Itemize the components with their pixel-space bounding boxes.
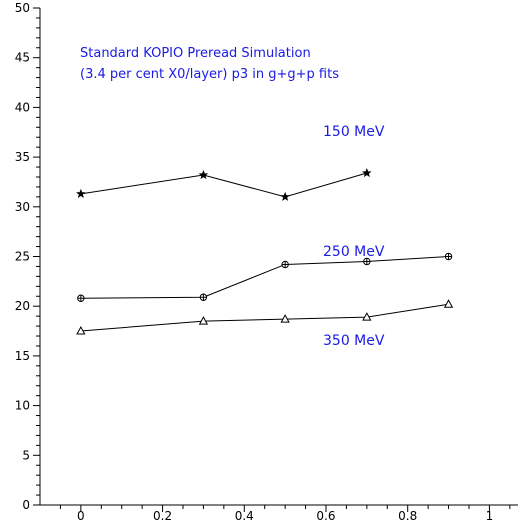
annotation-line-2: (3.4 per cent X0/layer) p3 in g+g+p fits	[80, 67, 339, 82]
y-tick-label: 50	[15, 1, 30, 15]
series-350-mev	[77, 300, 452, 334]
y-tick-label: 40	[15, 100, 30, 114]
star-marker	[77, 190, 85, 198]
series-150-mev	[77, 169, 371, 200]
triangle-marker	[445, 300, 453, 307]
annotations: Standard KOPIO Preread Simulation (3.4 p…	[80, 46, 339, 82]
series-line	[81, 173, 367, 197]
y-tick-label: 45	[15, 51, 30, 65]
x-tick-label: 0	[77, 509, 85, 523]
series-250-mev	[78, 253, 452, 301]
y-tick-label: 10	[15, 399, 30, 413]
series-line	[81, 304, 449, 331]
y-tick-label: 25	[15, 250, 30, 264]
y-tick-label: 0	[22, 498, 30, 512]
y-tick-label: 15	[15, 349, 30, 363]
y-tick-label: 20	[15, 299, 30, 313]
star-marker	[199, 171, 207, 179]
x-tick-label: 1	[486, 509, 494, 523]
series-layer	[77, 169, 452, 334]
series-label-150-mev: 150 MeV	[323, 124, 385, 140]
series-label-350-mev: 350 MeV	[323, 333, 385, 349]
y-tick-label: 30	[15, 200, 30, 214]
annotation-line-1: Standard KOPIO Preread Simulation	[80, 46, 311, 61]
x-tick-label: 0.6	[316, 509, 335, 523]
x-tick-label: 0.8	[398, 509, 417, 523]
star-marker	[363, 169, 371, 177]
x-tick-label: 0.2	[153, 509, 172, 523]
series-line	[81, 257, 449, 299]
series-label-250-mev: 250 MeV	[323, 244, 385, 260]
x-tick-label: 0.4	[235, 509, 254, 523]
y-tick-label: 5	[22, 448, 30, 462]
y-tick-label: 35	[15, 150, 30, 164]
star-marker	[281, 193, 289, 201]
